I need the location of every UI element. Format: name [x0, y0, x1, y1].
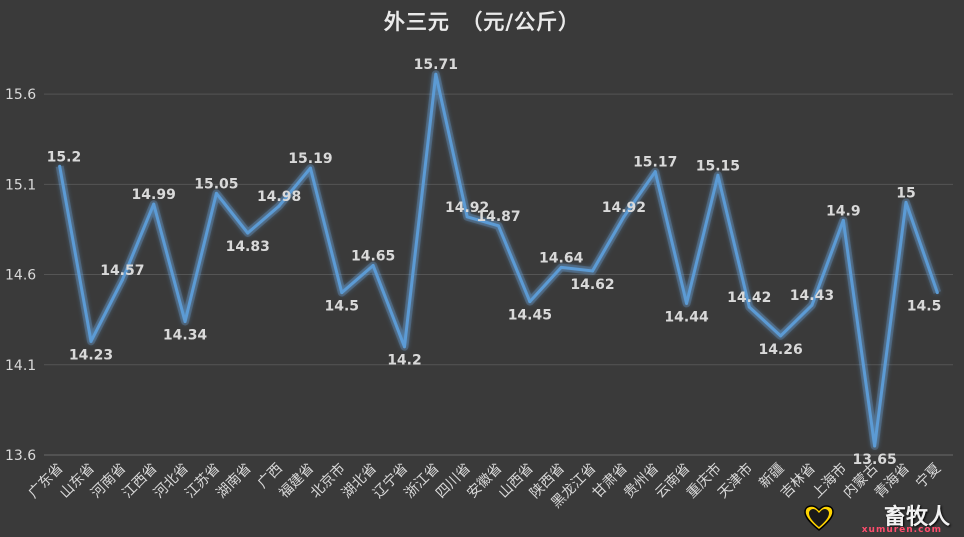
x-tick-label: 甘肃省	[590, 461, 631, 502]
y-tick-label: 15.6	[5, 87, 36, 103]
data-point	[246, 231, 250, 235]
data-point	[214, 191, 218, 195]
data-label: 15.19	[288, 151, 332, 167]
data-label: 14.65	[351, 249, 395, 265]
data-label: 14.64	[539, 250, 584, 266]
data-point	[308, 166, 312, 170]
data-label: 14.26	[758, 342, 802, 358]
x-tick-label: 吉林省	[778, 461, 819, 502]
data-point	[58, 164, 62, 168]
x-tick-label: 广东省	[25, 461, 66, 502]
data-point	[89, 339, 93, 343]
data-label: 14.92	[602, 200, 646, 216]
series-line-外三元	[58, 72, 939, 448]
data-point	[559, 265, 563, 269]
x-tick-label: 天津市	[714, 460, 756, 502]
data-point	[747, 305, 751, 309]
data-label: 14.44	[664, 309, 709, 325]
data-label: 14.57	[100, 263, 144, 279]
data-label: 14.92	[445, 200, 489, 216]
x-tick-label: 北京市	[307, 460, 349, 502]
data-label: 14.5	[325, 299, 360, 315]
x-tick-label: 江苏省	[182, 461, 223, 502]
y-axis-ticks: 13.6 14.1 14.6 15.1 15.6	[5, 87, 36, 464]
data-label: 15	[896, 185, 915, 201]
data-point	[935, 291, 939, 295]
y-tick-label: 13.6	[5, 448, 36, 464]
chart-title: 外三元 （元/公斤）	[383, 10, 581, 34]
data-point	[873, 444, 877, 448]
x-tick-label: 宁夏	[912, 460, 944, 492]
data-point	[120, 278, 124, 282]
data-point	[465, 215, 469, 219]
series-line-glow	[55, 70, 942, 450]
data-label: 14.45	[508, 308, 552, 324]
data-point	[685, 301, 689, 305]
data-point	[622, 215, 626, 219]
data-point	[183, 319, 187, 323]
x-tick-label: 辽宁省	[370, 460, 412, 502]
data-labels: 15.2 14.23 14.57 14.99 14.34 15.05 14.83 14.98 1…	[47, 57, 942, 468]
data-point	[152, 202, 156, 206]
data-point	[371, 264, 375, 268]
gridlines	[44, 93, 953, 456]
data-point	[497, 224, 500, 228]
watermark-url: xumuren.com	[861, 525, 942, 535]
y-tick-label: 14.6	[5, 268, 36, 284]
data-label: 15.2	[47, 149, 82, 165]
data-label: 15.15	[696, 158, 740, 174]
data-point	[434, 72, 438, 76]
data-label: 14.87	[476, 209, 520, 225]
x-tick-label: 湖北省	[339, 461, 380, 502]
data-label: 14.34	[163, 327, 208, 343]
data-label: 14.43	[790, 288, 834, 304]
x-tick-label: 浙江省	[402, 461, 443, 502]
data-point	[340, 291, 344, 295]
data-label: 14.5	[907, 299, 942, 315]
x-tick-label: 河北省	[151, 461, 192, 502]
x-tick-label: 河南省	[88, 461, 129, 502]
data-label: 14.9	[826, 203, 861, 219]
x-tick-label: 四川省	[433, 461, 474, 502]
data-point	[528, 300, 532, 304]
data-label: 14.23	[69, 347, 113, 363]
data-label: 13.65	[852, 452, 896, 468]
data-label: 15.71	[414, 57, 458, 73]
x-tick-label: 福建省	[276, 461, 317, 502]
x-tick-label: 山东省	[57, 461, 98, 502]
data-label: 14.42	[727, 290, 771, 306]
data-point	[277, 204, 281, 208]
y-tick-label: 14.1	[5, 358, 36, 374]
data-label: 14.99	[132, 187, 176, 203]
data-point	[653, 170, 657, 174]
x-tick-label: 贵州省	[621, 461, 662, 502]
data-point	[716, 173, 720, 177]
data-point	[591, 269, 595, 273]
data-label: 14.83	[226, 239, 270, 255]
x-tick-label: 上海市	[808, 460, 850, 502]
data-label: 15.05	[194, 176, 238, 192]
data-label: 15.17	[633, 155, 677, 171]
x-tick-label: 江西省	[120, 461, 161, 502]
x-tick-label: 云南省	[652, 461, 693, 502]
x-tick-label: 湖南省	[214, 461, 255, 502]
data-point	[402, 345, 406, 349]
series-line	[55, 70, 942, 450]
data-point	[904, 200, 908, 204]
data-point	[841, 218, 845, 222]
x-tick-label: 山西省	[496, 461, 537, 502]
data-label: 14.2	[387, 353, 422, 369]
data-point	[779, 334, 783, 338]
x-tick-label: 重庆市	[683, 460, 725, 502]
data-label: 14.62	[570, 277, 614, 293]
data-label: 14.98	[257, 189, 301, 205]
data-point	[810, 303, 814, 307]
heart-logo-icon	[804, 505, 834, 531]
y-tick-label: 15.1	[5, 177, 36, 193]
x-tick-label: 安徽省	[464, 461, 505, 502]
watermark-text: 畜牧人	[883, 504, 950, 530]
